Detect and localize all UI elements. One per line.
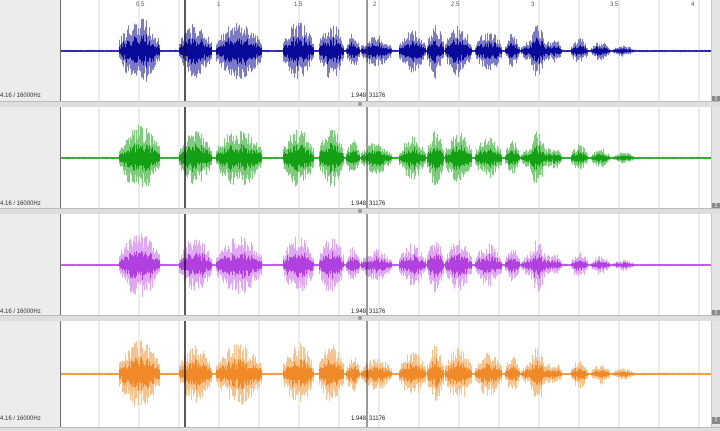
cursor-sample-label: 31176 <box>369 201 386 207</box>
waveform[interactable] <box>61 321 712 427</box>
ruler-label: 1 <box>217 2 221 8</box>
track-header[interactable] <box>0 321 61 431</box>
track-scroll-gutter[interactable] <box>711 107 720 214</box>
cursor-time-label: 1.948 <box>351 309 367 315</box>
waveform-track-4[interactable]: 1.948 31176 4.16 / 16000Hz 1 <box>0 321 720 431</box>
waveform[interactable] <box>61 0 712 101</box>
ruler-label: 2.5 <box>451 2 460 8</box>
drag-grip-icon <box>358 209 362 213</box>
track-zoom-tag[interactable]: 1 <box>712 96 720 103</box>
waveform-track-1[interactable]: 0.5 1 1.5 2 2.5 3 3.5 4 1.948 31176 4.16… <box>0 0 720 107</box>
waveform-canvas[interactable]: 1.948 31176 <box>61 321 712 427</box>
waveform-track-3[interactable]: 1.948 31176 4.16 / 16000Hz 1 <box>0 214 720 321</box>
sample-rate-label: 4.16 / 16000Hz <box>0 93 41 99</box>
cursor-sample-label: 31176 <box>369 93 386 99</box>
waveform-track-2[interactable]: 1.948 31176 4.16 / 16000Hz 1 <box>0 107 720 214</box>
ruler-label: 1.5 <box>294 2 303 8</box>
waveform-canvas[interactable]: 1.948 31176 <box>61 107 712 214</box>
track-zoom-tag[interactable]: 1 <box>712 310 720 317</box>
waveform-canvas[interactable]: 1.948 31176 <box>61 214 712 321</box>
cursor-time-label: 1.948 <box>351 93 367 99</box>
track-scroll-gutter[interactable] <box>711 214 720 321</box>
ruler-label: 2 <box>373 2 377 8</box>
ruler-label: 0.5 <box>136 2 145 8</box>
sample-rate-label: 4.16 / 16000Hz <box>0 201 41 207</box>
ruler-label: 3.5 <box>610 2 619 8</box>
track-header[interactable] <box>0 0 61 107</box>
track-zoom-tag[interactable]: 1 <box>712 203 720 210</box>
track-header[interactable] <box>0 107 61 214</box>
waveform[interactable] <box>61 107 712 208</box>
ruler-label: 4 <box>691 2 695 8</box>
track-resize-handle[interactable] <box>0 101 720 107</box>
waveform-canvas[interactable]: 0.5 1 1.5 2 2.5 3 3.5 4 1.948 31176 <box>61 0 712 107</box>
drag-grip-icon <box>358 316 362 320</box>
drag-grip-icon <box>358 102 362 106</box>
cursor-sample-label: 31176 <box>369 309 386 315</box>
sample-rate-label: 4.16 / 16000Hz <box>0 309 41 315</box>
track-resize-handle[interactable] <box>0 208 720 214</box>
cursor-time-label: 1.948 <box>351 201 367 207</box>
track-resize-handle[interactable] <box>0 315 720 321</box>
track-header[interactable] <box>0 214 61 321</box>
ruler-label: 3 <box>531 2 535 8</box>
track-scroll-gutter[interactable] <box>711 0 720 107</box>
waveform[interactable] <box>61 214 712 315</box>
